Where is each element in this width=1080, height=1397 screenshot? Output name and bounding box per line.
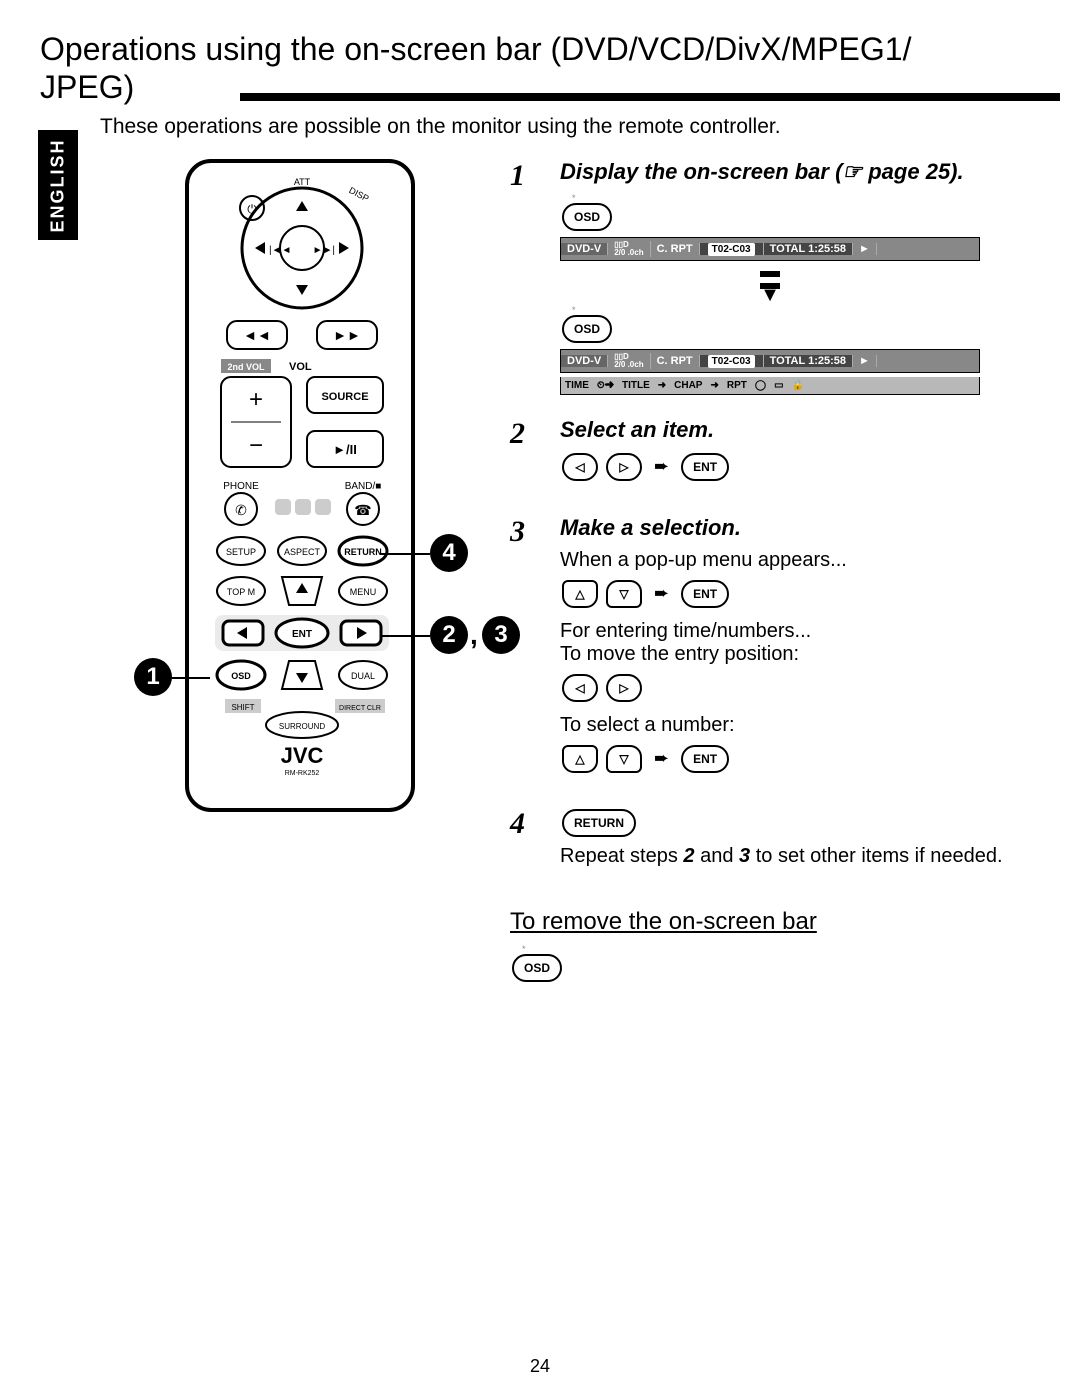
- svg-text:SURROUND: SURROUND: [279, 722, 325, 731]
- step1-num: 1: [510, 159, 540, 395]
- heading-rule: [240, 93, 1060, 101]
- step-4: 4 RETURN Repeat steps 2 and 3 to set oth…: [510, 807, 1060, 868]
- language-tab: ENGLISH: [38, 130, 78, 240]
- osd-bar-1: DVD-V ▯▯D2/0 .0ch C. RPT T02-C03 TOTAL 1…: [560, 237, 980, 261]
- up-button[interactable]: △: [562, 745, 598, 773]
- callout-2: 2: [430, 616, 468, 654]
- step4-text-c: to set other items if needed.: [750, 845, 1002, 867]
- svg-text:►/II: ►/II: [333, 442, 357, 457]
- svg-text:SOURCE: SOURCE: [321, 391, 368, 403]
- svg-text:+: +: [249, 386, 263, 413]
- right-button[interactable]: ▷: [606, 674, 642, 702]
- arrow-icon: ➨: [654, 456, 669, 477]
- svg-text:PHONE: PHONE: [223, 481, 259, 492]
- step4-text-b: and: [695, 845, 739, 867]
- left-button[interactable]: ◁: [562, 674, 598, 702]
- step4-num: 4: [510, 807, 540, 868]
- svg-text:SETUP: SETUP: [226, 547, 256, 557]
- svg-text:VOL: VOL: [289, 361, 312, 373]
- osd-button[interactable]: OSD: [562, 203, 612, 231]
- heading-line2: JPEG): [40, 69, 134, 105]
- svg-text:MENU: MENU: [350, 587, 377, 597]
- language-label: ENGLISH: [48, 138, 69, 232]
- step2-num: 2: [510, 417, 540, 493]
- osd-bar-2: DVD-V ▯▯D2/0 .0ch C. RPT T02-C03 TOTAL 1…: [560, 349, 980, 373]
- remove-title: To remove the on-screen bar: [510, 908, 1060, 936]
- svg-text:RETURN: RETURN: [344, 547, 382, 557]
- svg-text:2nd VOL: 2nd VOL: [227, 362, 265, 372]
- svg-text:ASPECT: ASPECT: [284, 547, 321, 557]
- svg-text:−: −: [249, 432, 263, 459]
- callout-3: 3: [482, 616, 520, 654]
- remote-diagram: ATT DISP ⏻ |◄◄ ►►| ◄◄ ►►: [185, 159, 415, 812]
- down-button[interactable]: ▽: [606, 580, 642, 608]
- ent-button[interactable]: ENT: [681, 453, 729, 481]
- ent-button[interactable]: ENT: [681, 745, 729, 773]
- intro-text: These operations are possible on the mon…: [100, 115, 1060, 139]
- callout-line-4: [380, 553, 430, 555]
- callout-4: 4: [430, 534, 468, 572]
- svg-text:RM-RK252: RM-RK252: [285, 770, 320, 777]
- step3-num: 3: [510, 515, 540, 785]
- callout-line-23: [380, 635, 430, 637]
- down-button[interactable]: ▽: [606, 745, 642, 773]
- svg-text:|◄◄: |◄◄: [269, 245, 291, 256]
- svg-text:DISP: DISP: [347, 185, 370, 204]
- svg-text:OSD: OSD: [231, 671, 251, 681]
- svg-text:☎: ☎: [354, 502, 371, 518]
- ent-button[interactable]: ENT: [681, 580, 729, 608]
- callout-line-1: [170, 677, 210, 679]
- svg-text:ATT: ATT: [294, 177, 311, 187]
- heading-line1: Operations using the on-screen bar (DVD/…: [40, 31, 911, 67]
- step3-title: Make a selection.: [560, 515, 1060, 541]
- osd-button-2[interactable]: OSD: [562, 315, 612, 343]
- svg-text:►►|: ►►|: [313, 245, 335, 256]
- step-2: 2 Select an item. ◁ ▷ ➨ ENT: [510, 417, 1060, 493]
- svg-text:⏻: ⏻: [247, 202, 257, 216]
- osd-sub-bar: TIME⏲➜ TITLE➜ CHAP➜ RPT ◯▭🔒: [560, 377, 980, 395]
- arrow-icon: ➨: [654, 583, 669, 604]
- step4-ref3: 3: [739, 845, 750, 867]
- svg-text:JVC: JVC: [281, 743, 324, 768]
- osd-button-remove[interactable]: OSD: [512, 954, 562, 982]
- step2-title: Select an item.: [560, 417, 1060, 443]
- svg-text:DUAL: DUAL: [351, 671, 375, 681]
- svg-text:BAND/■: BAND/■: [345, 481, 382, 492]
- step1-title: Display the on-screen bar (☞ page 25).: [560, 159, 1060, 185]
- return-button[interactable]: RETURN: [562, 809, 636, 837]
- callout-1: 1: [134, 658, 172, 696]
- callout-comma: ,: [470, 619, 478, 651]
- step3-enter-text: For entering time/numbers...: [560, 620, 1060, 643]
- step-3: 3 Make a selection. When a pop-up menu a…: [510, 515, 1060, 785]
- down-arrows-icon: ▬▬▼: [560, 265, 980, 301]
- step3-select-text: To select a number:: [560, 714, 1060, 737]
- step-1: 1 Display the on-screen bar (☞ page 25).…: [510, 159, 1060, 395]
- step3-popup-text: When a pop-up menu appears...: [560, 549, 1060, 572]
- step3-move-text: To move the entry position:: [560, 643, 1060, 666]
- svg-text:◄◄: ◄◄: [243, 327, 271, 343]
- step4-ref2: 2: [683, 845, 694, 867]
- step4-text-a: Repeat steps: [560, 845, 683, 867]
- svg-text:DIRECT CLR: DIRECT CLR: [339, 705, 381, 712]
- svg-text:►►: ►►: [333, 327, 361, 343]
- up-button[interactable]: △: [562, 580, 598, 608]
- svg-text:✆: ✆: [235, 502, 247, 518]
- svg-text:SHIFT: SHIFT: [231, 703, 254, 712]
- page-number: 24: [0, 1356, 1080, 1377]
- right-button[interactable]: ▷: [606, 453, 642, 481]
- left-button[interactable]: ◁: [562, 453, 598, 481]
- svg-text:TOP M: TOP M: [227, 587, 255, 597]
- svg-text:ENT: ENT: [292, 629, 312, 640]
- arrow-icon: ➨: [654, 748, 669, 769]
